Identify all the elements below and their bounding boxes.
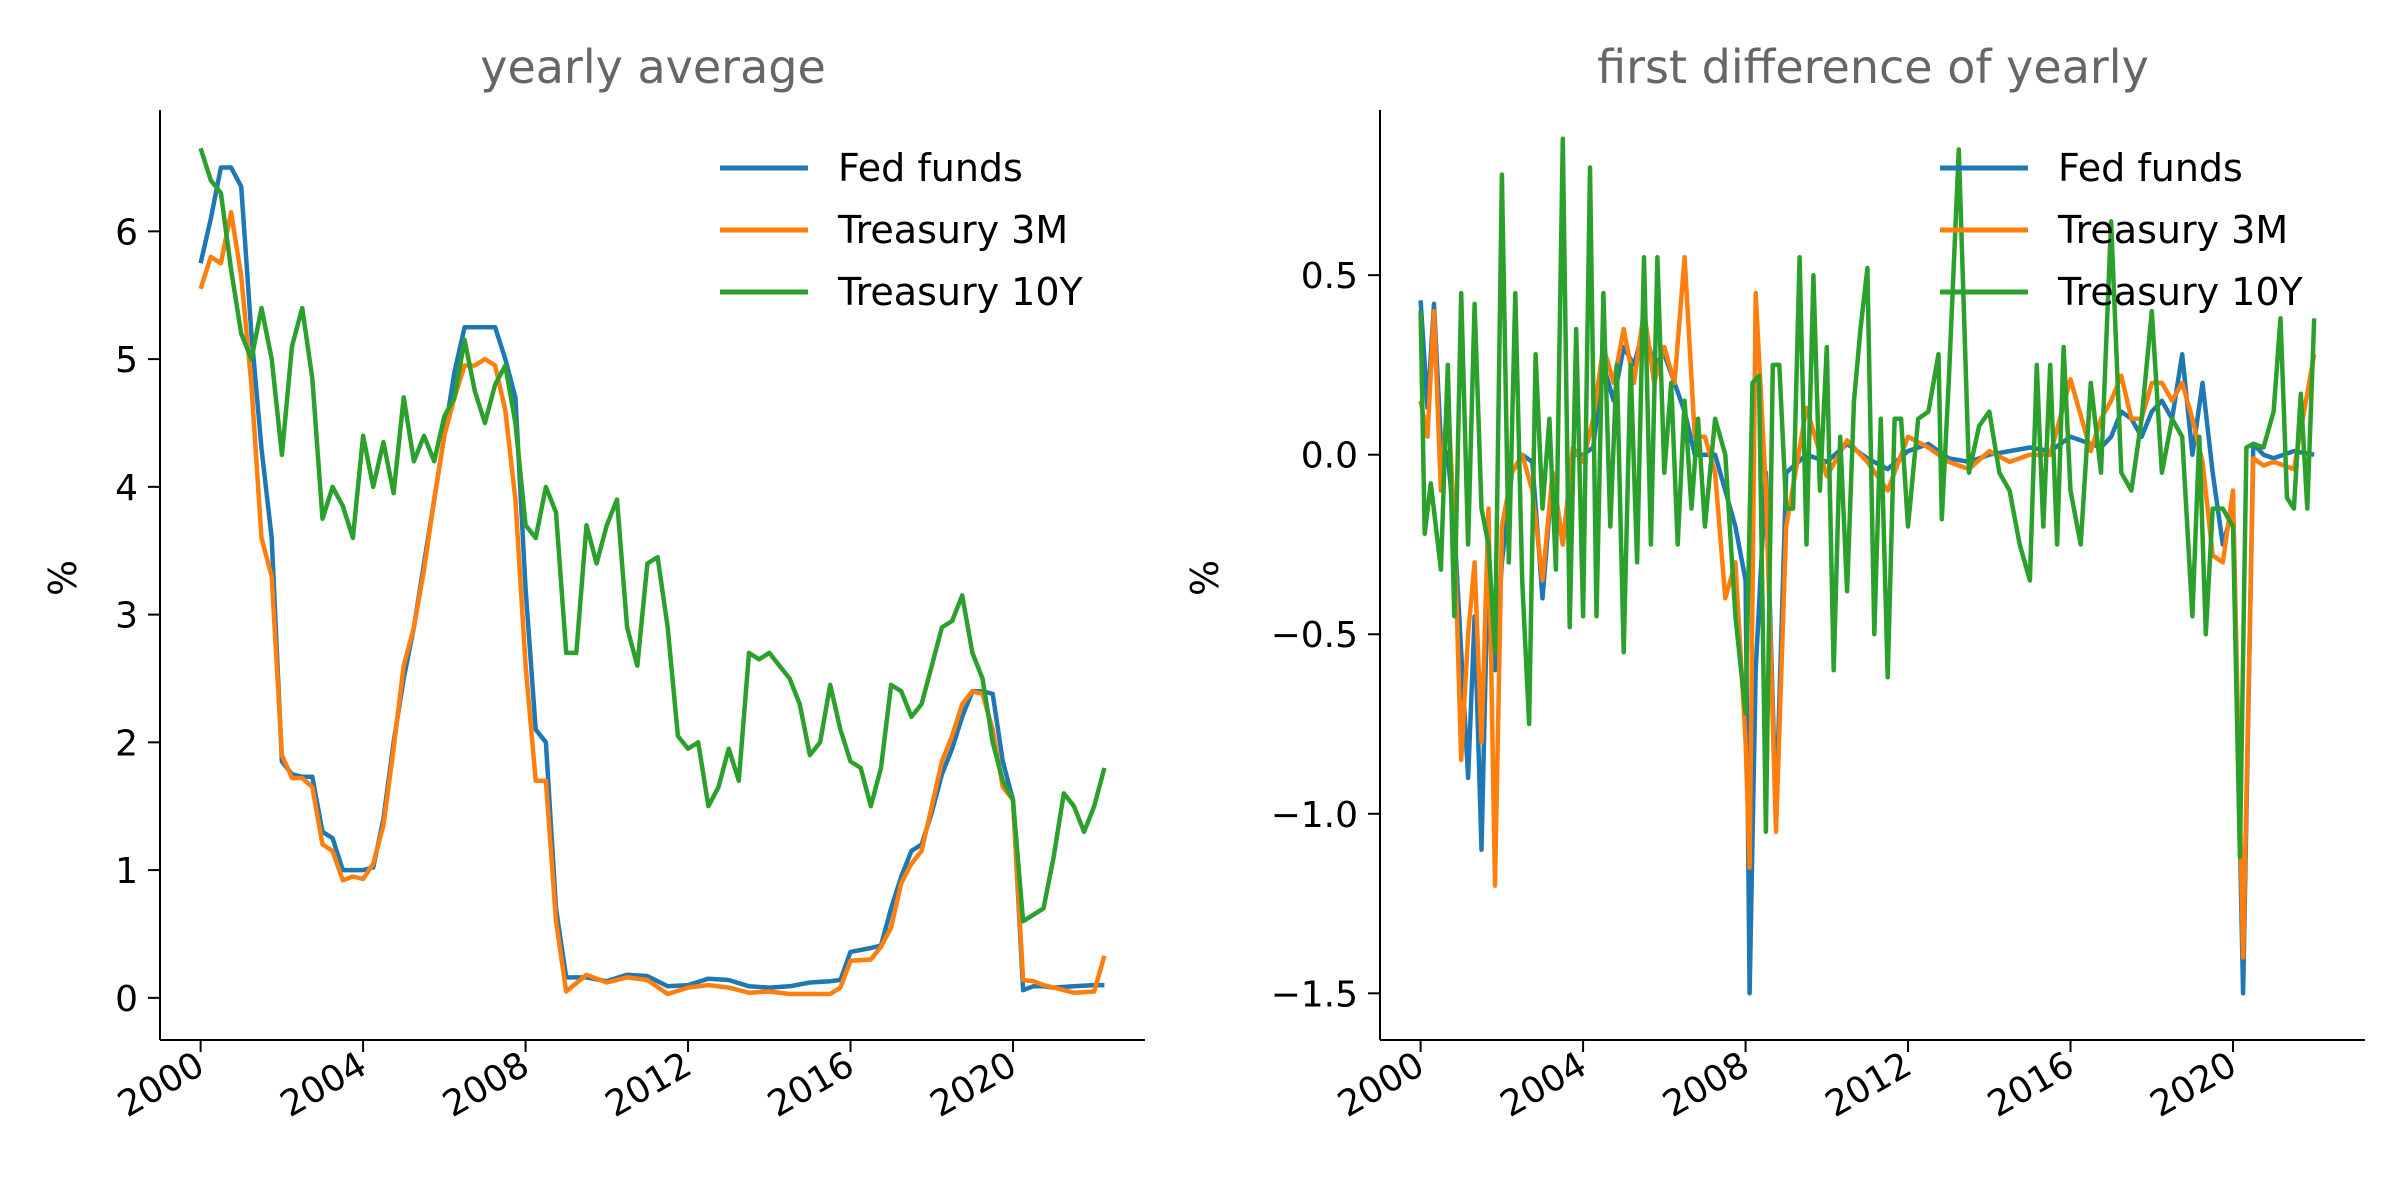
y-tick-label: 4 bbox=[115, 468, 138, 509]
legend-label-treasury-3m: Treasury 3M bbox=[837, 208, 1068, 252]
x-tick-label: 2008 bbox=[1656, 1044, 1756, 1125]
x-tick-label: 2016 bbox=[1981, 1044, 2081, 1125]
legend: Fed funds Treasury 3M Treasury 10Y bbox=[1940, 146, 2304, 314]
y-tick-label: −1.0 bbox=[1271, 795, 1358, 836]
legend-label-treasury-10y: Treasury 10Y bbox=[837, 270, 1084, 314]
chart-yearly-average: yearly average % 2000 2004 2008 2012 2016 202… bbox=[41, 40, 1145, 1126]
axes bbox=[1379, 110, 2365, 1041]
plot-area bbox=[198, 147, 1107, 997]
x-tick-label: 2020 bbox=[924, 1044, 1024, 1125]
x-tick-label: 2008 bbox=[436, 1044, 536, 1125]
chart-title: yearly average bbox=[480, 40, 826, 94]
legend-label-treasury-10y: Treasury 10Y bbox=[2057, 270, 2304, 314]
x-tick-label: 2004 bbox=[1494, 1044, 1594, 1125]
y-tick-label: 6 bbox=[115, 212, 138, 253]
y-tick-label: 3 bbox=[115, 596, 138, 637]
series-line-fed-funds bbox=[1418, 300, 2315, 996]
legend-label-treasury-3m: Treasury 3M bbox=[2057, 208, 2288, 252]
chart-first-difference: first difference of yearly % 2000 2004 200… bbox=[1183, 40, 2365, 1126]
axes bbox=[159, 110, 1145, 1041]
series-line-treasury-10y bbox=[1418, 136, 2317, 860]
x-tick-label: 2004 bbox=[274, 1044, 374, 1125]
y-tick-label: 5 bbox=[115, 340, 138, 381]
series-line-treasury-10y bbox=[198, 147, 1107, 924]
x-tick-label: 2012 bbox=[599, 1044, 699, 1125]
y-axis-label: % bbox=[1183, 560, 1227, 596]
y-tick-label: −1.5 bbox=[1271, 974, 1358, 1015]
legend-label-fed-funds: Fed funds bbox=[2058, 146, 2243, 190]
y-tick-label: 0.5 bbox=[1301, 256, 1358, 297]
y-tick-label: 0.0 bbox=[1301, 436, 1358, 477]
series-line-treasury-3m bbox=[198, 209, 1107, 997]
plot-area bbox=[1418, 136, 2317, 996]
x-tick-label: 2020 bbox=[2144, 1044, 2244, 1125]
x-tick-label: 2000 bbox=[111, 1044, 211, 1125]
x-tick-label: 2016 bbox=[761, 1044, 861, 1125]
y-tick-label: −0.5 bbox=[1271, 615, 1358, 656]
y-tick-label: 0 bbox=[115, 979, 138, 1020]
x-tick-label: 2012 bbox=[1819, 1044, 1919, 1125]
series-line-fed-funds bbox=[198, 165, 1105, 993]
y-tick-label: 2 bbox=[115, 723, 138, 764]
y-axis-label: % bbox=[41, 560, 85, 596]
y-tick-label: 1 bbox=[115, 851, 138, 892]
chart-title: first difference of yearly bbox=[1597, 40, 2149, 94]
legend: Fed funds Treasury 3M Treasury 10Y bbox=[720, 146, 1084, 314]
x-tick-label: 2000 bbox=[1331, 1044, 1431, 1125]
legend-label-fed-funds: Fed funds bbox=[838, 146, 1023, 190]
